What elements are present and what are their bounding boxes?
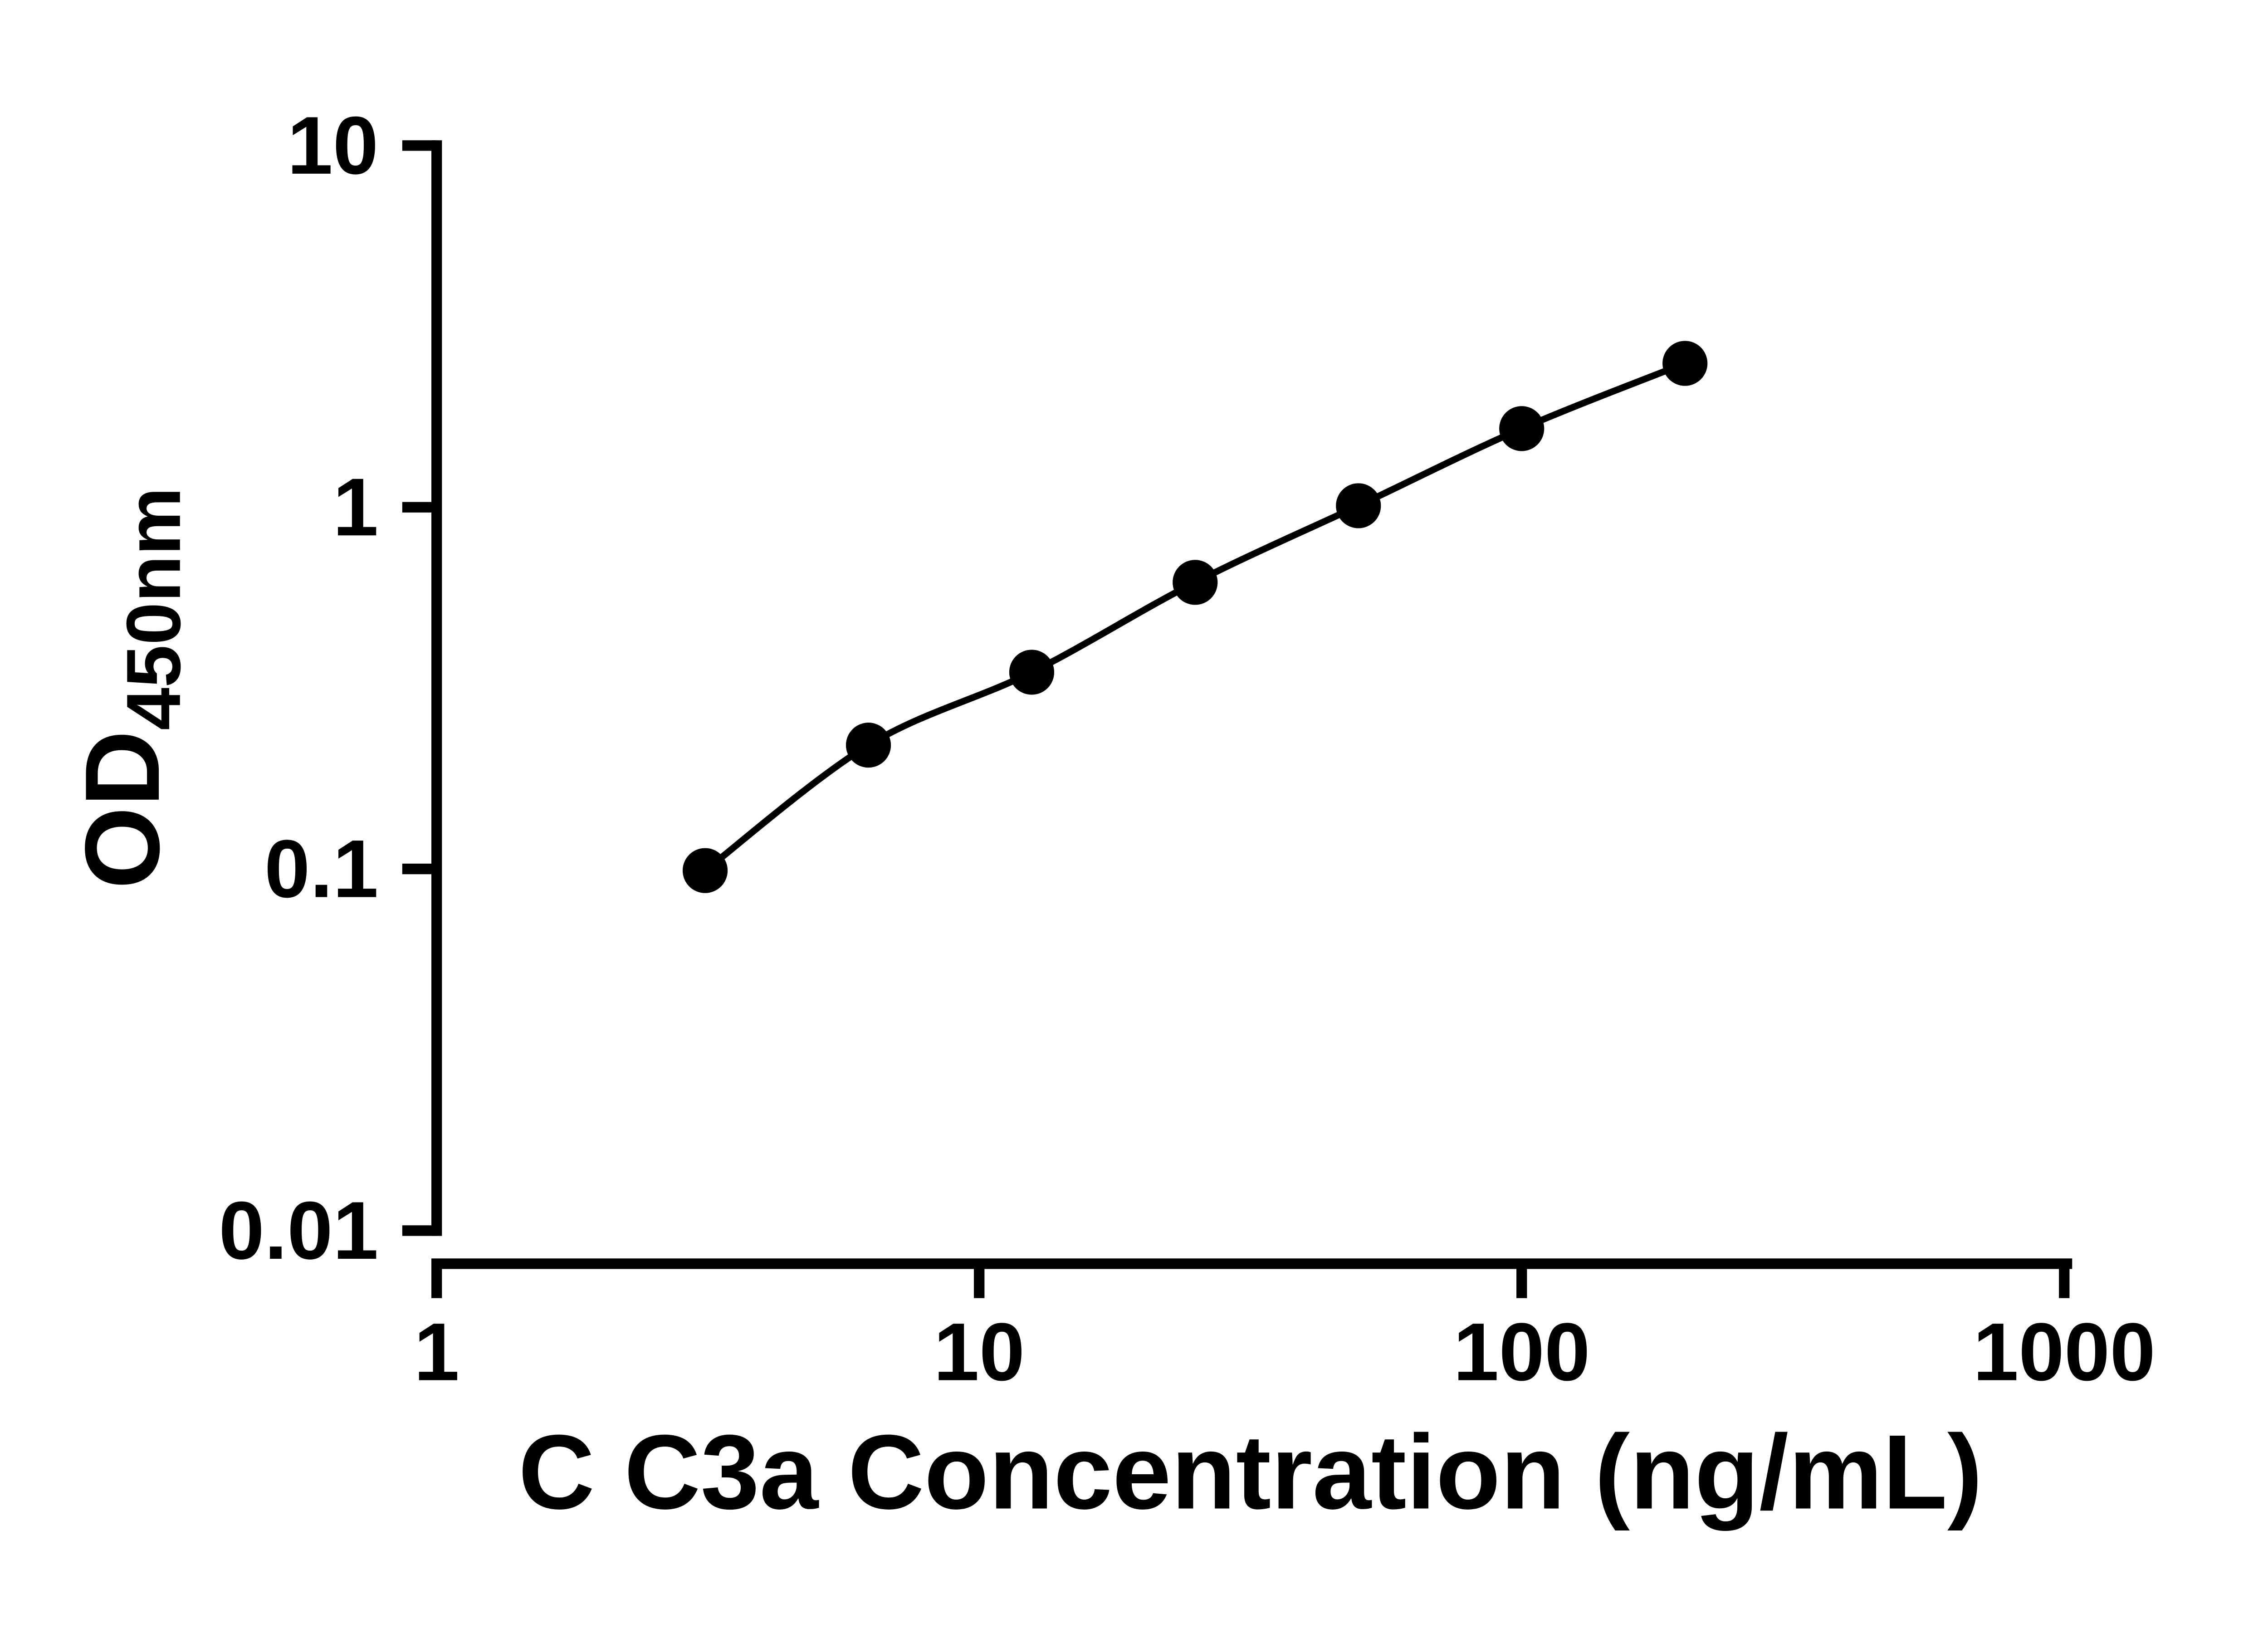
y-axis-title-subscript: 450nm <box>111 487 196 730</box>
y-axis-title-main: OD <box>64 730 181 889</box>
x-tick-label: 100 <box>1453 1306 1590 1398</box>
y-axis-title: OD450nm <box>64 487 196 889</box>
data-point <box>682 848 728 893</box>
chart-canvas: 0.01 0.1 1 10 1 10 100 1000 C C3a Concentration … <box>64 100 2156 1531</box>
x-tick-label: 10 <box>934 1306 1025 1398</box>
elisa-standard-curve-figure: 0.01 0.1 1 10 1 10 100 1000 C C3a Concentration … <box>64 99 2156 1531</box>
y-tick-label: 10 <box>287 100 378 191</box>
x-tick-label: 1000 <box>1973 1306 2156 1398</box>
data-point <box>1173 560 1218 605</box>
y-tick-label: 0.1 <box>264 823 378 915</box>
x-axis-title: C C3a Concentration (ng/mL) <box>518 1413 1983 1531</box>
data-point <box>846 723 891 768</box>
data-point <box>1009 650 1055 695</box>
y-tick-label: 0.01 <box>219 1185 378 1276</box>
data-point <box>1662 341 1708 386</box>
data-point <box>1499 406 1545 451</box>
x-tick-label: 1 <box>414 1306 459 1398</box>
data-point <box>1336 483 1381 528</box>
y-tick-label: 1 <box>333 461 379 553</box>
